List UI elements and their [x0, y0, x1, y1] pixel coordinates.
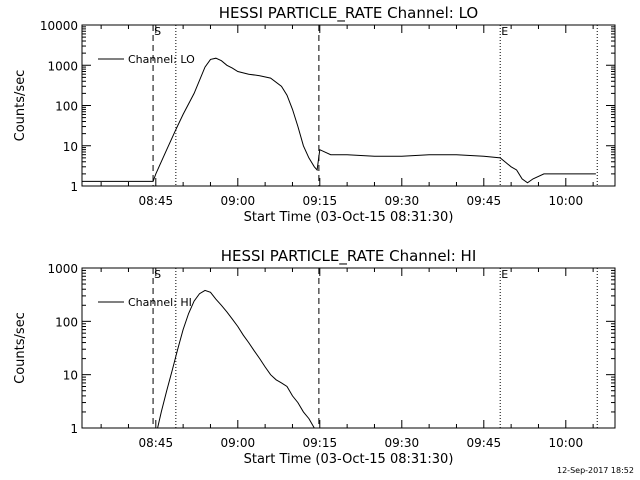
panel1-x-axis-label: Start Time (03-Oct-15 08:31:30)	[244, 210, 454, 225]
panel2-x-tick-label: 09:15	[303, 436, 338, 450]
panel2-marker-label: S	[154, 268, 161, 281]
panel1-x-tick-label: 09:00	[221, 194, 256, 208]
panel1-x-tick-label: 08:45	[139, 194, 174, 208]
panel1-y-tick-label: 10000	[40, 19, 78, 33]
panel2-x-tick-label: 09:30	[385, 436, 420, 450]
panel1-axes-frame	[81, 24, 616, 187]
panel2-x-tick-label: 09:00	[221, 436, 256, 450]
panel2-y-tick-label: 10	[63, 369, 78, 383]
panel2-legend-label: Channel: HI	[128, 296, 192, 309]
panel1-marker-label: S	[154, 25, 161, 38]
panel1-y-tick-label: 10	[63, 140, 78, 154]
panel1-y-tick-label: 100	[55, 100, 78, 114]
panel1-title: HESSI PARTICLE_RATE Channel: LO	[219, 4, 478, 23]
panel1-series-line	[82, 57, 596, 184]
panel2-x-axis-label: Start Time (03-Oct-15 08:31:30)	[244, 452, 454, 467]
panel1-legend-label: Channel: LO	[128, 53, 195, 66]
panel1-x-tick-label: 09:15	[303, 194, 338, 208]
panel2-y-tick-label: 100	[55, 315, 78, 329]
panel1-x-tick-label: 09:45	[467, 194, 502, 208]
panel2-y-tick-label: 1000	[47, 262, 78, 276]
panel2-series-line	[157, 289, 315, 428]
panel2-x-tick-label: 10:00	[549, 436, 584, 450]
panel2-y-tick-label: 1	[70, 422, 78, 436]
panel2-x-tick-label: 09:45	[467, 436, 502, 450]
panel2-title: HESSI PARTICLE_RATE Channel: HI	[221, 247, 477, 266]
panel1-x-tick-label: 09:30	[385, 194, 420, 208]
panel2-axes-frame	[81, 267, 616, 429]
panel1-y-axis-label: Counts/sec	[13, 70, 28, 142]
panel2-x-tick-label: 08:45	[139, 436, 174, 450]
panel2-y-axis-label: Counts/sec	[13, 312, 28, 384]
panel1-x-tick-label: 10:00	[549, 194, 584, 208]
panel1-y-tick-label: 1000	[47, 59, 78, 73]
panel2-marker-label: E	[501, 268, 508, 281]
panel1-y-tick-label: 1	[70, 180, 78, 194]
panel1-marker-label: E	[501, 25, 508, 38]
footer-timestamp: 12-Sep-2017 18:52	[557, 466, 634, 475]
